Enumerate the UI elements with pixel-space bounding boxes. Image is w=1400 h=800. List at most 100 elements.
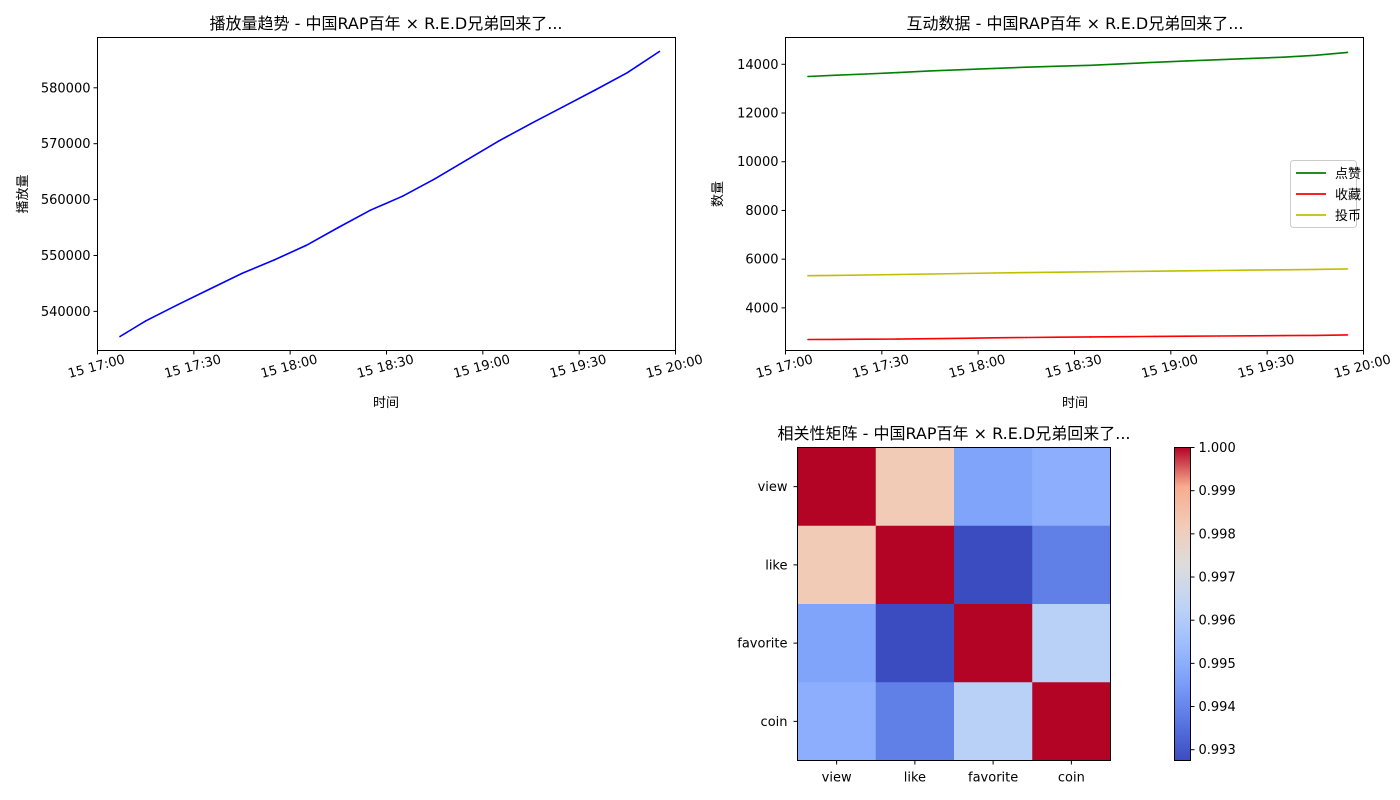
x-tick-label: 15 18:00 — [259, 352, 319, 382]
data-point — [1314, 334, 1317, 337]
colorbar-tick-label: 1.000 — [1199, 441, 1236, 456]
data-point — [1186, 270, 1188, 272]
x-tick-label: 15 19:30 — [1236, 352, 1296, 382]
data-point — [176, 303, 179, 306]
interaction-plot-frame — [785, 37, 1364, 351]
heatmap-cell-favorite-favorite — [954, 604, 1033, 683]
data-point — [1346, 268, 1349, 270]
x-tick-label: 15 20:00 — [645, 352, 705, 382]
data-point — [273, 259, 275, 261]
data-point — [832, 338, 835, 341]
data-point — [1153, 270, 1156, 273]
colorbar: 0.993 0.994 0.995 0.996 0.997 0.998 0.999 1.000 — [1174, 441, 1236, 761]
data-point — [993, 272, 996, 274]
x-tick-label: 15 18:30 — [356, 352, 416, 382]
y-tick-label: 10000 — [737, 155, 778, 170]
data-point — [1025, 66, 1028, 69]
data-point — [337, 226, 340, 229]
data-point — [498, 140, 500, 142]
data-point — [1218, 58, 1220, 61]
data-point — [1186, 335, 1188, 337]
data-point — [1250, 335, 1252, 337]
data-point — [864, 338, 867, 341]
data-point — [807, 75, 809, 78]
data-point — [658, 50, 661, 53]
data-point — [1186, 60, 1188, 62]
row-label: like — [765, 558, 787, 573]
colorbar-tick-label: 0.996 — [1199, 614, 1236, 629]
x-tick-label: 15 19:30 — [548, 352, 608, 382]
data-point — [1346, 51, 1349, 54]
data-point — [1121, 63, 1124, 65]
interaction-chart: 互动数据 - 中国RAP百年 × R.E.D兄弟回来了... 15 17:00 1… — [711, 14, 1393, 411]
data-point — [1250, 269, 1252, 271]
row-label: view — [758, 480, 788, 495]
heatmap-cell-like-favorite — [954, 525, 1033, 605]
data-point — [241, 272, 243, 275]
data-point — [1314, 268, 1317, 271]
series-line-views — [119, 50, 660, 338]
legend-label: 收藏 — [1335, 188, 1361, 203]
heatmap-cell-favorite-like — [875, 604, 955, 683]
y-tick-label: 4000 — [745, 301, 778, 316]
data-point — [1089, 336, 1092, 338]
view-trend-chart: 播放量趋势 - 中国RAP百年 × R.E.D兄弟回来了... 15 17:00… — [16, 14, 705, 411]
heatmap-frame — [797, 447, 1111, 761]
series-line-收藏 — [807, 334, 1348, 341]
data-point — [1282, 56, 1285, 59]
view-trend-title: 播放量趋势 - 中国RAP百年 × R.E.D兄弟回来了... — [210, 14, 563, 33]
y-tick-label: 14000 — [737, 58, 778, 73]
data-point — [209, 288, 211, 290]
heatmap-cell-coin-coin — [1032, 682, 1111, 761]
data-point — [401, 195, 404, 198]
data-point — [929, 70, 931, 72]
data-point — [626, 71, 629, 74]
y-tick-label: 8000 — [745, 204, 778, 219]
data-point — [594, 89, 597, 91]
heatmap-cell-coin-favorite — [954, 682, 1033, 761]
view-trend-ylabel: 播放量 — [16, 174, 31, 213]
data-point — [807, 338, 809, 341]
interaction-title: 互动数据 - 中国RAP百年 × R.E.D兄弟回来了... — [907, 14, 1244, 33]
heatmap-cell-like-like — [875, 525, 955, 605]
colorbar-tick-label: 0.994 — [1199, 700, 1236, 715]
legend-label: 投币 — [1335, 208, 1361, 224]
heatmap-cell-view-favorite — [954, 447, 1033, 527]
heatmap-cell-like-coin — [1032, 525, 1111, 605]
data-point — [897, 338, 899, 340]
data-point — [1121, 335, 1124, 338]
data-point — [961, 272, 963, 275]
data-point — [1218, 335, 1220, 337]
data-point — [1250, 57, 1252, 60]
y-tick-label: 12000 — [737, 107, 778, 122]
x-tick-label: 15 17:30 — [851, 352, 911, 382]
data-point — [1346, 334, 1349, 336]
colorbar-tick-label: 0.993 — [1199, 743, 1236, 758]
data-point — [993, 337, 996, 339]
data-point — [1153, 61, 1156, 64]
data-point — [465, 159, 468, 161]
colorbar-tick-label: 0.998 — [1199, 527, 1236, 542]
data-point — [1089, 271, 1092, 273]
data-point — [864, 73, 867, 75]
heatmap-title: 相关性矩阵 - 中国RAP百年 × R.E.D兄弟回来了... — [778, 424, 1131, 443]
data-point — [1089, 64, 1092, 67]
y-tick-label: 6000 — [745, 253, 778, 268]
data-point — [144, 320, 147, 322]
heatmap-cell-like-view — [797, 525, 877, 605]
data-point — [1282, 268, 1285, 271]
colorbar-tick-label: 0.997 — [1199, 571, 1236, 586]
data-point — [993, 67, 996, 70]
data-point — [1025, 336, 1028, 339]
y-tick-label: 550000 — [41, 249, 91, 264]
x-tick-label: 15 17:00 — [67, 352, 127, 382]
heatmap-cell-view-like — [875, 447, 955, 527]
x-tick-label: 15 18:00 — [947, 352, 1007, 382]
row-label: favorite — [737, 637, 787, 652]
data-point — [864, 274, 867, 276]
data-point — [832, 274, 835, 277]
heatmap-cell-favorite-view — [797, 604, 877, 683]
col-label: favorite — [968, 771, 1018, 786]
data-point — [897, 71, 899, 74]
interaction-xlabel: 时间 — [1062, 396, 1088, 411]
